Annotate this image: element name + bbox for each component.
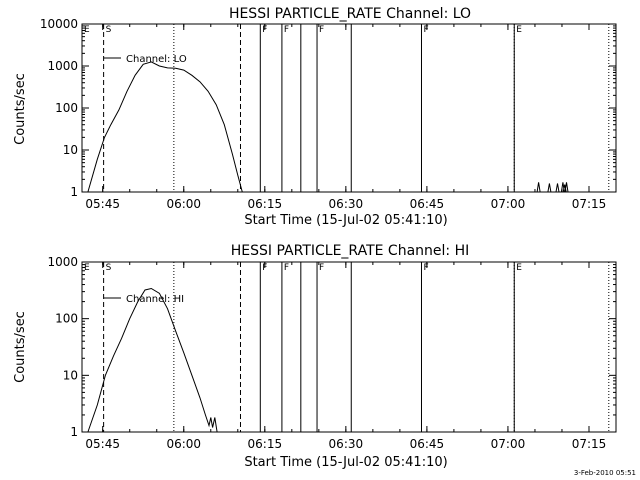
event-marker-label: E: [84, 263, 90, 273]
series-spike: [536, 182, 541, 193]
y-axis-label: Counts/sec: [13, 311, 28, 383]
y-tick-label: 1: [70, 185, 78, 199]
y-tick-label: 10000: [40, 17, 78, 31]
event-marker-label: S: [106, 263, 112, 273]
event-marker-label: E: [84, 25, 90, 35]
y-tick-label: 10: [63, 143, 78, 157]
chart-title: HESSI PARTICLE_RATE Channel: HI: [231, 243, 469, 259]
plot-frame: [81, 23, 617, 193]
plot-frame: [81, 261, 617, 433]
y-tick-label: 100: [55, 101, 78, 115]
x-tick-label: 06:45: [410, 197, 445, 211]
x-tick-label: 05:45: [85, 197, 120, 211]
y-tick-label: 1000: [47, 255, 78, 269]
x-tick-label: 07:00: [491, 437, 526, 451]
event-marker-label: F: [423, 25, 428, 35]
event-marker-label: F: [284, 25, 289, 35]
event-marker-label: F: [319, 25, 324, 35]
series-spike: [555, 183, 560, 193]
x-tick-label: 06:30: [329, 437, 364, 451]
y-tick-label: 1000: [47, 59, 78, 73]
y-axis-label: Counts/sec: [13, 73, 28, 145]
event-marker-label: E: [516, 25, 522, 35]
x-tick-label: 06:45: [410, 437, 445, 451]
x-tick-label: 07:15: [572, 437, 607, 451]
event-marker-label: F: [284, 263, 289, 273]
y-tick-label: 10: [63, 368, 78, 382]
x-axis-label: Start Time (15-Jul-02 05:41:10): [244, 455, 447, 470]
x-tick-label: 06:15: [248, 437, 283, 451]
legend-label: Channel: HI: [126, 294, 184, 305]
plot-marks: ESFFFFE05:4506:0006:1506:3006:4507:0007:…: [40, 17, 617, 211]
x-axis-label: Start Time (15-Jul-02 05:41:10): [244, 213, 447, 228]
plot-marks: ESFFFFE05:4506:0006:1506:3006:4507:0007:…: [47, 255, 617, 451]
series-spike: [547, 183, 552, 193]
x-tick-label: 07:00: [491, 197, 526, 211]
x-tick-label: 06:15: [248, 197, 283, 211]
event-marker-label: S: [106, 25, 112, 35]
event-marker-label: F: [319, 263, 324, 273]
series-line: [87, 287, 218, 433]
legend: Channel: HI: [104, 294, 184, 305]
event-marker-label: F: [423, 263, 428, 273]
x-tick-label: 06:00: [166, 437, 201, 451]
chart-title: HESSI PARTICLE_RATE Channel: LO: [229, 6, 471, 22]
series-line: [87, 61, 243, 193]
footer-date: 3-Feb-2010 05:51: [574, 469, 636, 477]
x-tick-label: 07:15: [572, 197, 607, 211]
x-tick-label: 05:45: [85, 437, 120, 451]
x-tick-label: 06:30: [329, 197, 364, 211]
y-tick-label: 100: [55, 312, 78, 326]
series-spike: [564, 182, 569, 193]
event-marker-label: E: [516, 263, 522, 273]
legend: Channel: LO: [104, 54, 187, 65]
x-tick-label: 06:00: [166, 197, 201, 211]
hi-channel-panel: HESSI PARTICLE_RATE Channel: HI Counts/s…: [13, 243, 617, 470]
y-tick-label: 1: [70, 425, 78, 439]
legend-label: Channel: LO: [126, 54, 187, 65]
lo-channel-panel: HESSI PARTICLE_RATE Channel: LO Counts/s…: [13, 6, 617, 228]
